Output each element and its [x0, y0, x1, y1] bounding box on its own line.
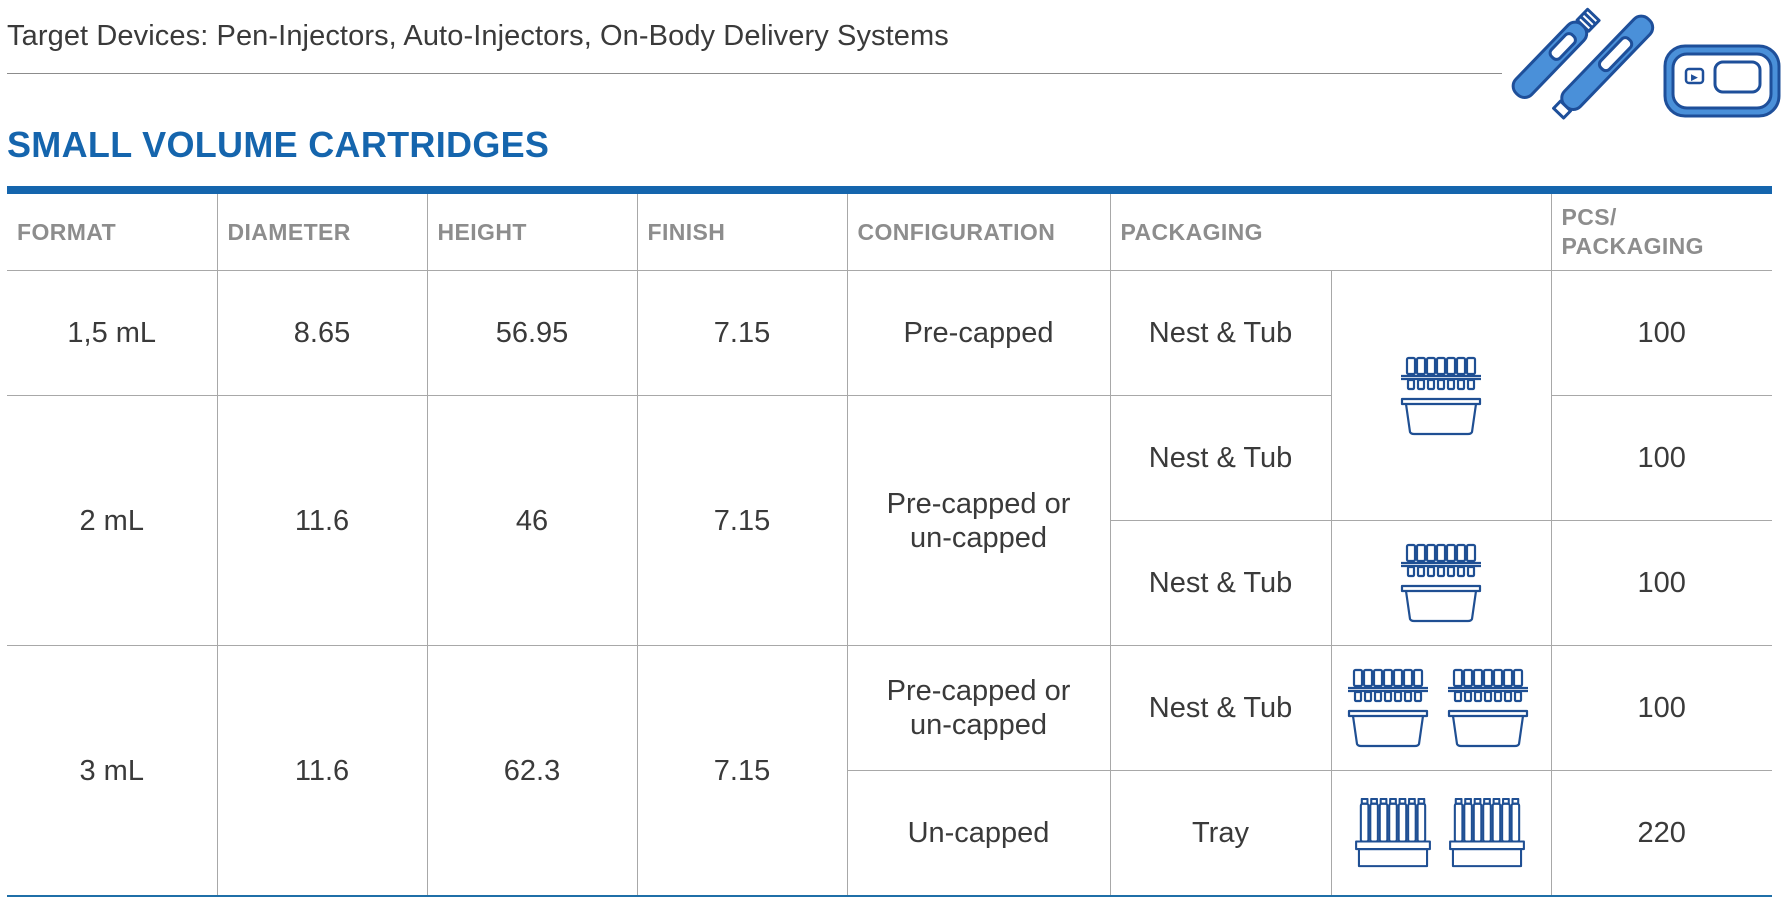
cell-format: 1,5 mL — [7, 270, 218, 396]
cell-packaging: Nest & Tub — [1110, 520, 1332, 646]
cell-packaging-image — [1331, 520, 1552, 646]
header-pcs-line2: PACKAGING — [1561, 233, 1704, 259]
header-pcs-line1: PCS/ — [1561, 204, 1617, 230]
cell-pcs: 100 — [1551, 520, 1772, 646]
cell-pcs: 100 — [1551, 270, 1772, 396]
cell-packaging: Nest & Tub — [1110, 645, 1332, 771]
header-packaging: PACKAGING — [1110, 194, 1552, 271]
header-height: HEIGHT — [427, 194, 638, 271]
cell-format: 2 mL — [7, 395, 218, 646]
cell-height: 56.95 — [427, 270, 638, 396]
cell-pcs: 100 — [1551, 395, 1772, 521]
subtitle-divider — [7, 73, 1502, 74]
table-row: 2 mL 11.6 46 7.15 Pre-capped or un-cappe… — [7, 395, 1772, 646]
table-header-row: FORMAT DIAMETER HEIGHT FINISH CONFIGURAT… — [7, 194, 1772, 271]
configuration-line2: un-capped — [909, 709, 1048, 741]
cell-pcs: 220 — [1551, 770, 1772, 897]
cell-format: 3 mL — [7, 645, 218, 897]
section-heading: SMALL VOLUME CARTRIDGES — [7, 124, 550, 165]
header-finish: FINISH — [637, 194, 848, 271]
cell-packaging-image — [1331, 645, 1552, 771]
cell-configuration: Pre-capped — [847, 270, 1111, 396]
configuration-line1: Pre-capped or — [886, 675, 1071, 707]
cell-finish: 7.15 — [637, 645, 848, 897]
nest-and-tub-icon — [1346, 668, 1530, 748]
header-diameter: DIAMETER — [217, 194, 428, 271]
cell-configuration: Pre-capped or un-capped — [847, 395, 1111, 646]
cell-packaging-image — [1331, 270, 1552, 521]
tray-icon — [1355, 798, 1525, 868]
table-row: Nest & Tub 100 — [7, 520, 1772, 646]
configuration-line1: Pre-capped or — [886, 487, 1071, 520]
header-format: FORMAT — [7, 194, 218, 271]
header-pcs-packaging: PCS/ PACKAGING — [1551, 194, 1772, 271]
cell-height: 46 — [427, 395, 638, 646]
cartridge-spec-table: FORMAT DIAMETER HEIGHT FINISH CONFIGURAT… — [7, 194, 1772, 897]
cell-packaging: Nest & Tub — [1110, 395, 1332, 521]
cell-configuration: Un-capped — [847, 770, 1111, 897]
injector-devices-icon: ▶ — [1511, 7, 1781, 120]
cell-diameter: 11.6 — [217, 645, 428, 897]
configuration-line2: un-capped — [909, 521, 1048, 554]
table-row: 1,5 mL 8.65 56.95 7.15 Pre-capped Nest &… — [7, 270, 1772, 521]
heading-accent-bar — [7, 186, 1772, 194]
cell-height: 62.3 — [427, 645, 638, 897]
target-devices-subtitle: Target Devices: Pen-Injectors, Auto-Inje… — [7, 20, 949, 52]
cell-finish: 7.15 — [637, 270, 848, 396]
cell-pcs: 100 — [1551, 645, 1772, 771]
nest-and-tub-icon — [1399, 356, 1483, 436]
table-row: 3 mL 11.6 62.3 7.15 Pre-capped or un-cap… — [7, 645, 1772, 897]
cell-diameter: 8.65 — [217, 270, 428, 396]
cell-packaging-image — [1331, 770, 1552, 897]
cell-finish: 7.15 — [637, 395, 848, 646]
cell-packaging: Tray — [1110, 770, 1332, 897]
table-row: Un-capped Tray 220 — [7, 770, 1772, 897]
nest-and-tub-icon — [1399, 543, 1483, 623]
cell-configuration: Pre-capped or un-capped — [847, 645, 1111, 771]
header-configuration: CONFIGURATION — [847, 194, 1111, 271]
cell-diameter: 11.6 — [217, 395, 428, 646]
cell-packaging: Nest & Tub — [1110, 270, 1332, 396]
svg-text:▶: ▶ — [1691, 73, 1698, 83]
